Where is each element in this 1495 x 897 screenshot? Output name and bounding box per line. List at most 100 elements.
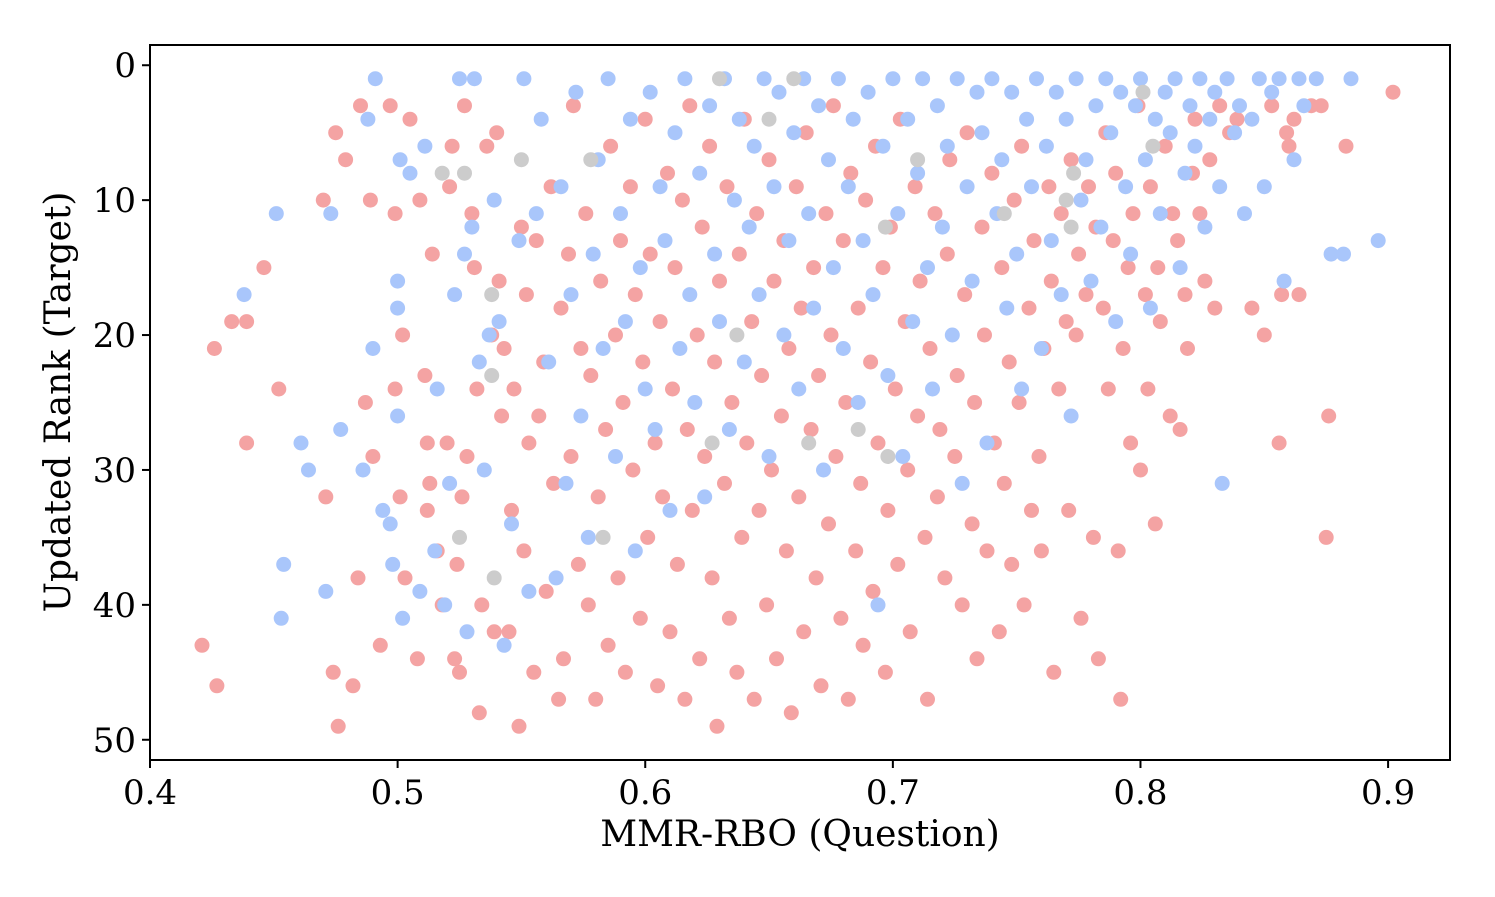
data-point xyxy=(811,98,827,114)
data-point xyxy=(392,152,408,168)
data-point xyxy=(239,314,255,330)
data-point xyxy=(991,624,1007,640)
data-point xyxy=(895,449,911,464)
data-point xyxy=(845,111,861,127)
data-point xyxy=(1058,192,1074,208)
data-point xyxy=(459,624,475,640)
data-point xyxy=(781,341,797,356)
data-point xyxy=(1113,691,1129,707)
data-point xyxy=(1133,71,1148,87)
data-point xyxy=(773,408,789,424)
data-point xyxy=(647,422,663,437)
data-point xyxy=(823,327,839,343)
data-point xyxy=(922,341,938,356)
data-point xyxy=(315,192,331,208)
data-point xyxy=(964,273,980,289)
data-point xyxy=(843,165,859,181)
data-point xyxy=(452,664,467,680)
data-point xyxy=(600,71,616,87)
data-point xyxy=(662,624,678,640)
data-point xyxy=(1058,111,1074,127)
data-point xyxy=(870,435,886,451)
data-point xyxy=(665,381,680,397)
x-tick-label: 0.7 xyxy=(866,773,920,813)
data-point xyxy=(679,422,695,437)
data-point xyxy=(632,610,648,626)
data-point xyxy=(447,287,463,303)
data-point xyxy=(593,273,609,289)
y-tick-label: 20 xyxy=(93,316,136,356)
data-point xyxy=(390,300,406,316)
data-point xyxy=(637,381,653,397)
data-point xyxy=(967,395,983,410)
data-point xyxy=(910,408,926,424)
data-point xyxy=(828,449,844,464)
data-point xyxy=(1162,408,1178,424)
data-point xyxy=(357,395,373,410)
data-point xyxy=(533,111,549,127)
data-point xyxy=(1157,138,1173,154)
data-point xyxy=(1308,71,1324,87)
data-point xyxy=(835,233,851,249)
data-point xyxy=(1100,381,1116,397)
data-point xyxy=(801,435,817,451)
data-point xyxy=(801,206,817,222)
data-point xyxy=(1207,84,1223,100)
data-point xyxy=(853,475,869,491)
data-point xyxy=(563,287,579,303)
data-point xyxy=(1323,246,1339,262)
data-point xyxy=(1051,381,1067,397)
data-point xyxy=(731,111,747,127)
data-point xyxy=(506,381,522,397)
data-point xyxy=(330,718,346,734)
data-point xyxy=(786,71,802,87)
data-point xyxy=(1098,71,1114,87)
data-point xyxy=(627,287,643,303)
data-point xyxy=(712,314,727,330)
data-point xyxy=(516,543,532,559)
data-point xyxy=(608,449,623,464)
data-point xyxy=(471,705,487,721)
data-point xyxy=(702,138,718,154)
data-point xyxy=(1229,111,1245,127)
data-point xyxy=(769,651,784,667)
data-point xyxy=(652,314,668,330)
data-point xyxy=(984,71,1000,87)
data-point xyxy=(1318,529,1334,545)
data-point xyxy=(887,381,903,397)
data-point xyxy=(944,327,960,343)
data-point xyxy=(667,125,683,141)
data-point xyxy=(655,489,671,505)
data-point xyxy=(739,435,755,451)
points-layer xyxy=(194,71,1401,734)
data-point xyxy=(1043,273,1059,289)
data-point xyxy=(385,556,401,572)
data-point xyxy=(939,138,955,154)
data-point xyxy=(880,368,896,383)
data-point xyxy=(546,475,562,491)
data-point xyxy=(491,273,507,289)
data-point xyxy=(977,327,992,343)
data-point xyxy=(1073,192,1089,208)
data-point xyxy=(617,664,633,680)
data-point xyxy=(236,287,252,303)
data-point xyxy=(746,691,762,707)
data-point xyxy=(1133,462,1148,478)
data-point xyxy=(1113,84,1129,100)
data-point xyxy=(994,152,1010,168)
data-point xyxy=(454,489,470,505)
data-point xyxy=(434,165,450,181)
data-point xyxy=(1105,233,1121,249)
data-point xyxy=(595,529,611,545)
data-point xyxy=(642,246,658,262)
data-point xyxy=(877,219,893,235)
data-point xyxy=(521,583,537,599)
data-point xyxy=(1336,246,1351,262)
data-point xyxy=(1187,111,1203,127)
data-point xyxy=(484,287,500,303)
data-point xyxy=(375,502,391,518)
data-point xyxy=(1281,138,1297,154)
data-point xyxy=(764,462,779,478)
data-point xyxy=(726,192,742,208)
data-point xyxy=(1024,179,1039,195)
